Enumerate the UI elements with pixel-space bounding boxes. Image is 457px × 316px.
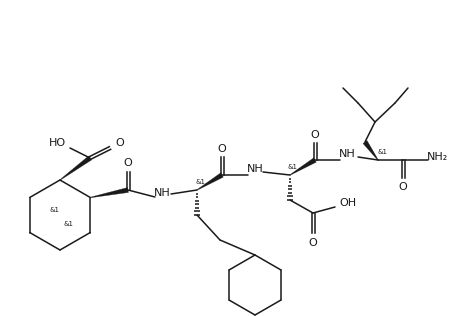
Text: &1: &1 bbox=[377, 149, 387, 155]
Polygon shape bbox=[197, 173, 223, 190]
Text: NH₂: NH₂ bbox=[427, 152, 449, 162]
Text: O: O bbox=[116, 138, 124, 148]
Polygon shape bbox=[90, 188, 128, 198]
Text: &1: &1 bbox=[288, 164, 298, 170]
Text: O: O bbox=[399, 182, 407, 192]
Polygon shape bbox=[363, 141, 378, 160]
Text: &1: &1 bbox=[63, 221, 73, 227]
Text: O: O bbox=[218, 144, 226, 154]
Text: O: O bbox=[311, 130, 319, 140]
Text: NH: NH bbox=[339, 149, 356, 159]
Text: NH: NH bbox=[154, 188, 170, 198]
Text: &1: &1 bbox=[50, 207, 60, 213]
Text: &1: &1 bbox=[195, 179, 205, 185]
Polygon shape bbox=[290, 158, 316, 175]
Text: NH: NH bbox=[247, 164, 263, 174]
Text: OH: OH bbox=[340, 198, 356, 208]
Text: O: O bbox=[124, 158, 133, 168]
Text: HO: HO bbox=[48, 138, 65, 148]
Polygon shape bbox=[60, 156, 91, 180]
Text: O: O bbox=[308, 238, 317, 248]
